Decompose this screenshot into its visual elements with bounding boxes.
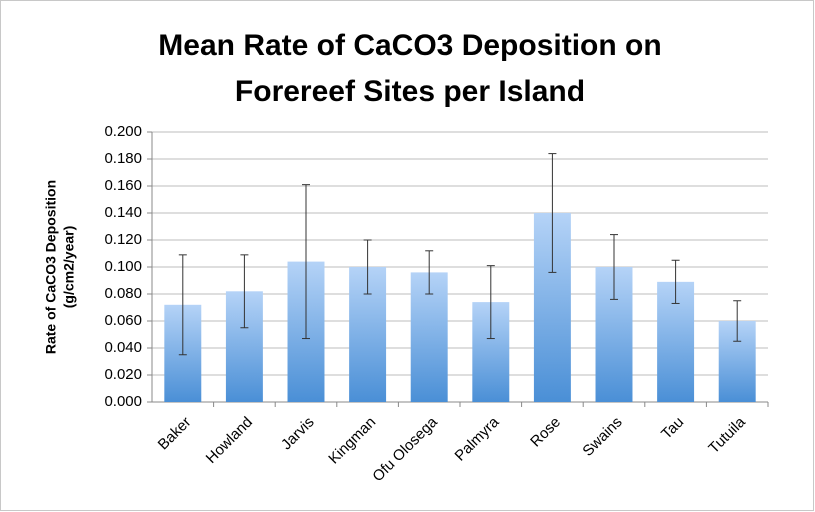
y-tick-label: 0.120 [104, 231, 142, 248]
y-tick-label: 0.020 [104, 366, 142, 383]
y-tick-label: 0.000 [104, 393, 142, 410]
y-axis-title: Rate of CaCO3 Deposition [43, 180, 59, 354]
y-tick-label: 0.080 [104, 285, 142, 302]
y-tick-label: 0.060 [104, 312, 142, 329]
y-tick-label: 0.160 [104, 177, 142, 194]
y-tick-label: 0.040 [104, 339, 142, 356]
chart-title: Mean Rate of CaCO3 Deposition on [158, 29, 661, 62]
y-tick-label: 0.200 [104, 123, 142, 140]
y-tick-label: 0.100 [104, 258, 142, 275]
y-axis-title: (g/cm2/year) [61, 226, 77, 308]
y-tick-label: 0.180 [104, 150, 142, 167]
chart-title: Forereef Sites per Island [235, 75, 585, 108]
y-tick-label: 0.140 [104, 204, 142, 221]
